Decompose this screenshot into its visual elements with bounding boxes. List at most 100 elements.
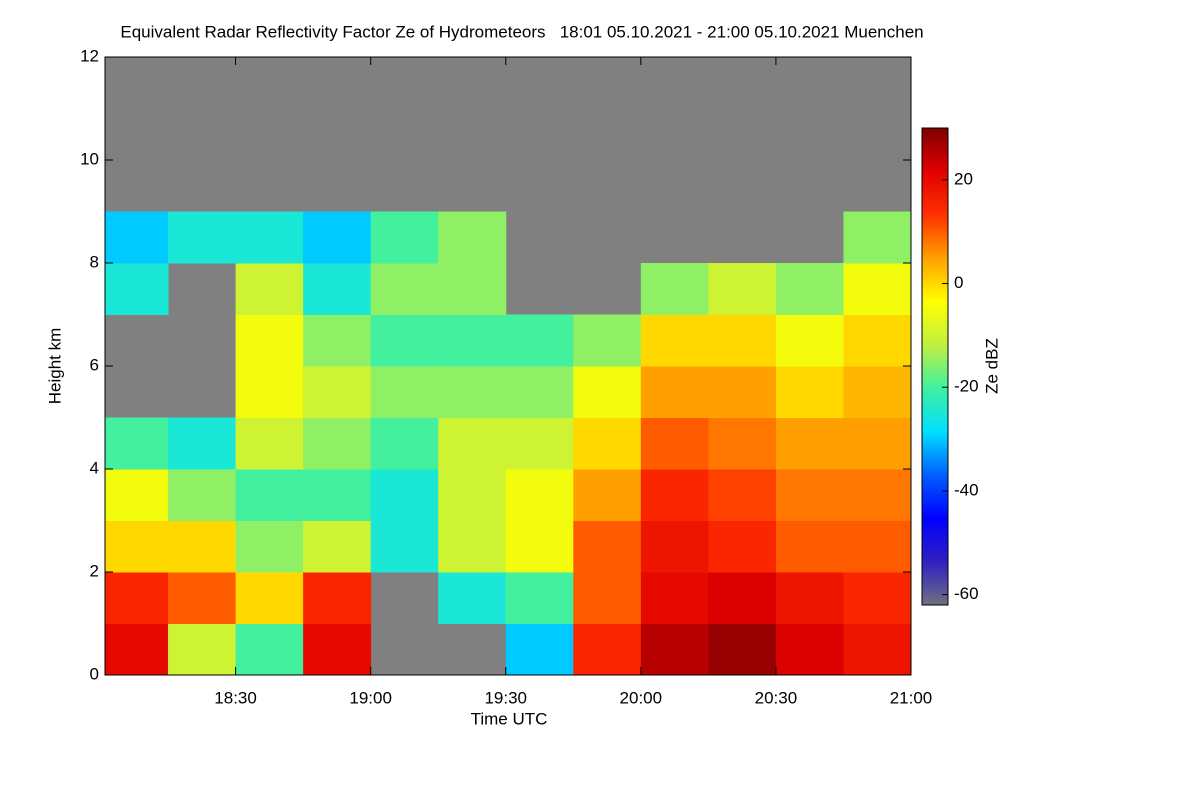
x-tick-label: 21:00 bbox=[890, 688, 933, 707]
heatmap-cell bbox=[640, 314, 709, 367]
x-tick-label: 20:00 bbox=[620, 688, 663, 707]
y-tick-label: 0 bbox=[90, 664, 99, 683]
heatmap-cell bbox=[168, 211, 237, 264]
heatmap-cell bbox=[303, 469, 372, 521]
heatmap-cell bbox=[708, 314, 777, 367]
heatmap-cell bbox=[640, 417, 709, 470]
heatmap-cell bbox=[573, 417, 642, 470]
heatmap-cell bbox=[303, 263, 372, 315]
heatmap-cell bbox=[438, 469, 507, 521]
heatmap-cell bbox=[438, 417, 507, 470]
colorbar-tick-label: -60 bbox=[954, 584, 979, 603]
heatmap-cell bbox=[370, 469, 439, 521]
heatmap-cell bbox=[105, 263, 169, 315]
heatmap-cell bbox=[775, 469, 844, 521]
heatmap-cell bbox=[505, 520, 574, 573]
heatmap-cell bbox=[505, 572, 574, 624]
colorbar-tick-label: 0 bbox=[954, 273, 963, 292]
heatmap-cell bbox=[303, 366, 372, 418]
heatmap-cell bbox=[843, 520, 912, 573]
heatmap-cell bbox=[370, 366, 439, 418]
heatmap-cell bbox=[105, 572, 169, 624]
heatmap-cell bbox=[438, 520, 507, 573]
heatmap-cell bbox=[303, 520, 372, 573]
chart-title: Equivalent Radar Reflectivity Factor Ze … bbox=[120, 22, 923, 41]
heatmap-cell bbox=[708, 366, 777, 418]
heatmap-cell bbox=[843, 572, 912, 624]
heatmap-cell bbox=[370, 417, 439, 470]
heatmap-cell bbox=[640, 366, 709, 418]
colorbar bbox=[921, 127, 949, 606]
colorbar-tick-label: -20 bbox=[954, 377, 979, 396]
heatmap-cell bbox=[843, 417, 912, 470]
heatmap-cell bbox=[775, 263, 844, 315]
heatmap-cell bbox=[438, 314, 507, 367]
heatmap-cell bbox=[235, 469, 304, 521]
heatmap-cell bbox=[105, 417, 169, 470]
heatmap-cell bbox=[708, 469, 777, 521]
heatmap-cell bbox=[843, 314, 912, 367]
heatmap-cell bbox=[640, 572, 709, 624]
heatmap-cell bbox=[573, 469, 642, 521]
heatmap-cell bbox=[775, 623, 844, 676]
heatmap-cell bbox=[168, 417, 237, 470]
y-tick-label: 10 bbox=[80, 149, 99, 168]
heatmap-cell bbox=[235, 520, 304, 573]
heatmap-cell bbox=[573, 520, 642, 573]
y-tick-label: 4 bbox=[90, 458, 99, 477]
heatmap-cell bbox=[370, 314, 439, 367]
heatmap-cell bbox=[105, 520, 169, 573]
heatmap-cell bbox=[775, 366, 844, 418]
heatmap-cell bbox=[708, 520, 777, 573]
colorbar-label: Ze dBZ bbox=[982, 338, 1001, 394]
heatmap-cell bbox=[235, 572, 304, 624]
heatmap-cell bbox=[843, 623, 912, 676]
heatmap-cell bbox=[235, 623, 304, 676]
heatmap-cell bbox=[438, 211, 507, 264]
heatmap-cell bbox=[235, 417, 304, 470]
heatmap-cell bbox=[505, 314, 574, 367]
x-tick-label: 18:30 bbox=[214, 688, 257, 707]
heatmap-cell bbox=[573, 314, 642, 367]
x-tick-label: 19:30 bbox=[484, 688, 527, 707]
heatmap-cell bbox=[843, 469, 912, 521]
x-tick-label: 19:00 bbox=[349, 688, 392, 707]
y-axis-label: Height km bbox=[45, 328, 64, 405]
heatmap-cell bbox=[438, 366, 507, 418]
y-tick-label: 2 bbox=[90, 561, 99, 580]
y-tick-label: 8 bbox=[90, 252, 99, 271]
heatmap-cell bbox=[505, 623, 574, 676]
heatmap-cell bbox=[303, 417, 372, 470]
heatmap-cell bbox=[105, 623, 169, 676]
heatmap-cell bbox=[303, 314, 372, 367]
heatmap-cell bbox=[775, 314, 844, 367]
heatmap-cell bbox=[303, 572, 372, 624]
heatmap-cell bbox=[105, 469, 169, 521]
x-axis-label: Time UTC bbox=[471, 709, 548, 728]
heatmap-cell bbox=[708, 623, 777, 676]
heatmap-cell bbox=[303, 211, 372, 264]
heatmap-cell bbox=[573, 366, 642, 418]
heatmap-cell bbox=[505, 366, 574, 418]
colorbar-tick-label: -40 bbox=[954, 480, 979, 499]
heatmap-cell bbox=[105, 211, 169, 264]
heatmap-cell bbox=[640, 623, 709, 676]
heatmap-cell bbox=[235, 211, 304, 264]
x-tick-label: 20:30 bbox=[755, 688, 798, 707]
heatmap-cell bbox=[708, 263, 777, 315]
heatmap-cell bbox=[573, 623, 642, 676]
heatmap-cell bbox=[505, 469, 574, 521]
y-tick-label: 12 bbox=[80, 46, 99, 65]
heatmap-cell bbox=[843, 263, 912, 315]
heatmap-cell bbox=[235, 263, 304, 315]
heatmap-cell bbox=[843, 211, 912, 264]
heatmap-cell bbox=[775, 417, 844, 470]
heatmap-cell bbox=[640, 263, 709, 315]
heatmap-cell bbox=[775, 572, 844, 624]
heatmap-cell bbox=[438, 263, 507, 315]
heatmap-cell bbox=[775, 520, 844, 573]
colorbar-tick-label: 20 bbox=[954, 169, 973, 188]
heatmap-cell bbox=[843, 366, 912, 418]
heatmap-cell bbox=[370, 520, 439, 573]
